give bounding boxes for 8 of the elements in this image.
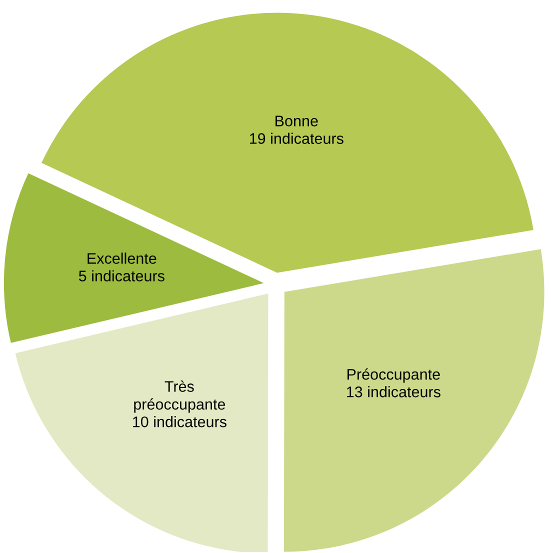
slice-label: Excellente bbox=[88, 252, 156, 264]
data-label: 13 indicateurs bbox=[347, 386, 440, 398]
data-label: 10 indicateurs bbox=[133, 416, 226, 428]
slice-label: Très préoccupante bbox=[134, 380, 226, 413]
slice-label: Bonne bbox=[276, 116, 318, 126]
data-label: 5 indicateurs bbox=[78, 270, 164, 282]
slice-label: Préoccupante bbox=[348, 368, 440, 383]
data-label: 19 indicateurs bbox=[250, 132, 344, 144]
